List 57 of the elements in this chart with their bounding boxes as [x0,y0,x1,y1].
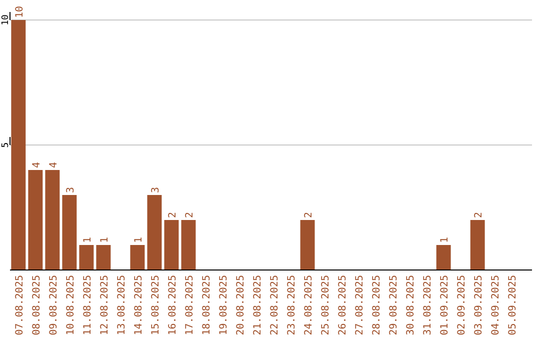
x-tick-label: 17.08.2025 [184,275,196,336]
x-tick-label: 01.09.2025 [440,275,451,336]
data-label: 3 [150,186,162,193]
x-tick-label: 04.09.2025 [490,275,502,336]
bar [79,245,94,270]
bar [130,245,145,270]
x-tick-label: 27.08.2025 [354,275,366,336]
x-tick-label: 15.08.2025 [150,275,162,336]
x-tick-label: 25.08.2025 [320,275,332,336]
x-tick-label: 30.08.2025 [406,275,417,336]
bar [470,220,485,270]
x-tick-label: 09.08.2025 [48,275,60,336]
bar [181,220,196,270]
x-tick-label: 22.08.2025 [270,275,281,336]
x-tick-label: 16.08.2025 [167,275,178,336]
bar [147,195,162,270]
x-tick-label: 28.08.2025 [372,275,383,336]
data-label: 1 [133,236,144,243]
x-tick-label: 29.08.2025 [388,275,400,336]
data-label: 1 [99,236,110,243]
data-label: 10 [14,6,26,18]
x-tick-label: 07.08.2025 [14,275,26,336]
x-tick-label: 20.08.2025 [235,275,246,336]
bar [96,245,111,270]
bar [436,245,451,270]
x-tick-label: 05.09.2025 [508,275,519,336]
x-tick-label: 08.08.2025 [31,275,42,336]
bar [11,20,26,270]
bar [45,170,60,270]
x-tick-label: 02.09.2025 [456,275,468,336]
data-label: 1 [82,236,94,243]
bar [300,220,315,270]
bar [164,220,179,270]
data-label: 2 [184,212,196,218]
bar [28,170,43,270]
data-label: 2 [304,212,315,218]
x-tick-label: 11.08.2025 [82,275,94,336]
x-tick-label: 18.08.2025 [201,275,212,336]
bar [62,195,77,270]
x-tick-label: 21.08.2025 [252,275,264,336]
x-tick-label: 12.08.2025 [99,275,110,336]
data-label: 4 [31,162,42,168]
x-tick-label: 26.08.2025 [338,275,349,336]
data-label: 1 [440,236,451,243]
x-tick-label: 31.08.2025 [422,275,434,336]
x-tick-label: 13.08.2025 [116,275,128,336]
data-label: 3 [65,186,76,193]
x-tick-label: 10.08.2025 [65,275,76,336]
y-tick-label: 5 [1,142,11,148]
x-tick-label: 24.08.2025 [304,275,315,336]
x-tick-label: 19.08.2025 [218,275,230,336]
data-label: 4 [48,162,60,168]
x-tick-label: 14.08.2025 [133,275,144,336]
x-tick-label: 03.09.2025 [474,275,485,336]
data-label: 2 [474,212,485,218]
data-label: 2 [167,212,178,218]
x-tick-label: 23.08.2025 [286,275,298,336]
